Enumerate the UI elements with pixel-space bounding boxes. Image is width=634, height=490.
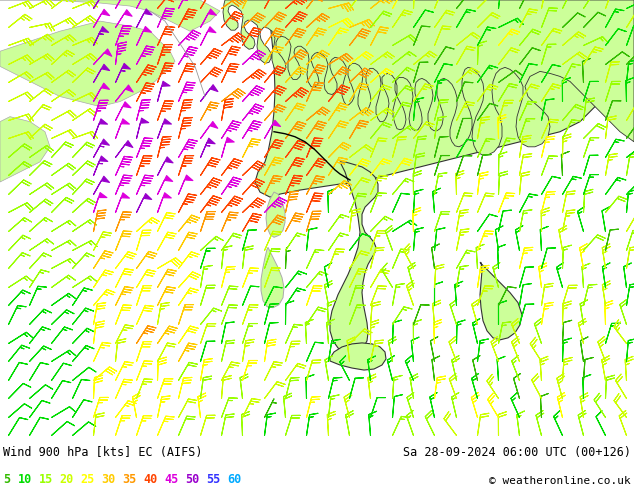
Text: 20: 20 <box>60 473 74 486</box>
Text: Wind 900 hPa [kts] EC (AIFS): Wind 900 hPa [kts] EC (AIFS) <box>3 446 202 460</box>
Polygon shape <box>330 162 378 355</box>
Text: 55: 55 <box>207 473 221 486</box>
Polygon shape <box>330 343 386 370</box>
Text: 60: 60 <box>228 473 242 486</box>
Polygon shape <box>223 0 634 155</box>
Polygon shape <box>266 192 285 237</box>
Text: 25: 25 <box>81 473 94 486</box>
Text: 30: 30 <box>101 473 116 486</box>
Polygon shape <box>0 21 175 107</box>
Text: 10: 10 <box>18 473 32 486</box>
Text: 35: 35 <box>122 473 137 486</box>
Polygon shape <box>480 263 522 340</box>
Polygon shape <box>0 0 220 31</box>
Polygon shape <box>0 117 50 182</box>
Text: 40: 40 <box>143 473 158 486</box>
Text: 45: 45 <box>164 473 179 486</box>
Text: 5: 5 <box>3 473 10 486</box>
Text: 15: 15 <box>39 473 53 486</box>
Text: 50: 50 <box>186 473 200 486</box>
Text: Sa 28-09-2024 06:00 UTC (00+126): Sa 28-09-2024 06:00 UTC (00+126) <box>403 446 631 460</box>
Polygon shape <box>255 0 634 197</box>
Polygon shape <box>261 247 284 308</box>
Text: © weatheronline.co.uk: © weatheronline.co.uk <box>489 476 631 486</box>
